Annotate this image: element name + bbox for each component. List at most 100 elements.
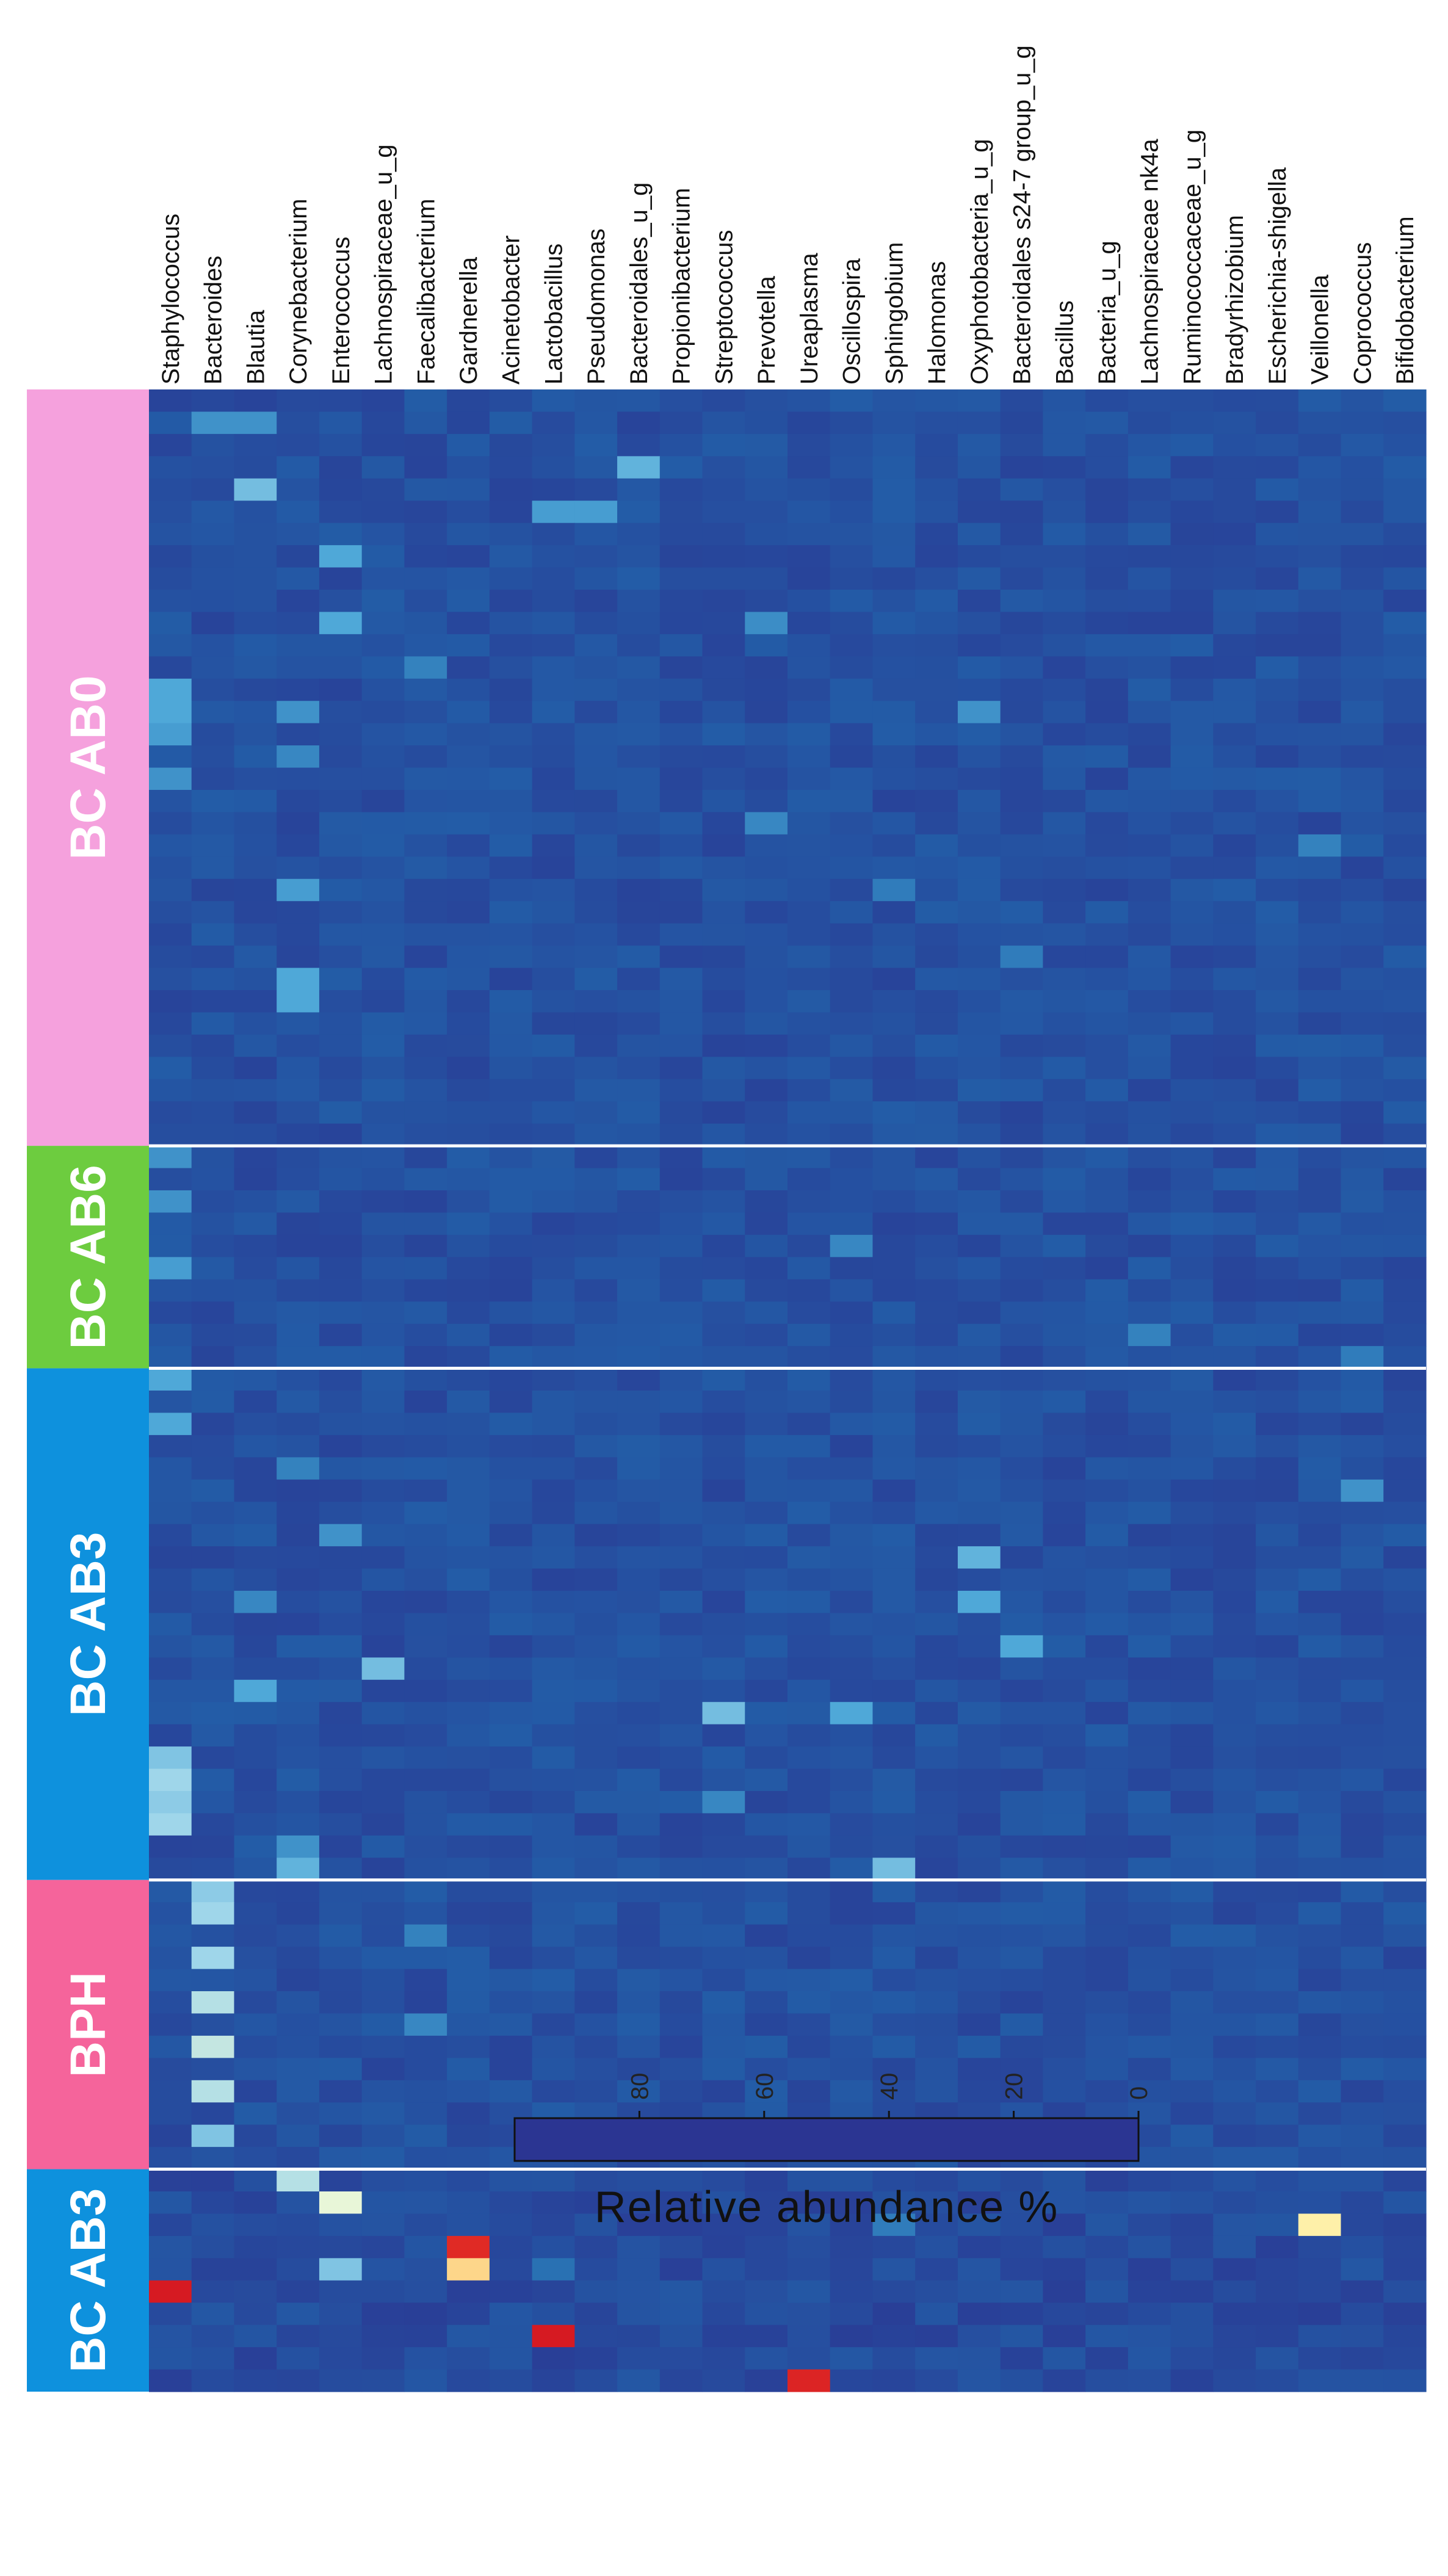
heatmap-cell xyxy=(702,1613,745,1636)
heatmap-cell xyxy=(957,1346,1001,1369)
heatmap-cell xyxy=(872,1591,916,1614)
heatmap-cell xyxy=(1085,1568,1129,1591)
heatmap-cell xyxy=(234,1546,277,1569)
heatmap-cell xyxy=(702,767,745,791)
heatmap-cell xyxy=(659,1435,703,1458)
heatmap-cell xyxy=(1000,946,1043,969)
heatmap-cell xyxy=(361,1479,405,1502)
heatmap-cell xyxy=(957,2035,1001,2058)
heatmap-cell xyxy=(1128,1435,1171,1458)
heatmap-cell xyxy=(957,1435,1001,1458)
taxon-label: Lachnospiraceae_u_g xyxy=(371,144,397,385)
heatmap-cell xyxy=(1298,1880,1342,1903)
heatmap-cell xyxy=(830,1435,874,1458)
heatmap-cell xyxy=(447,2147,490,2170)
heatmap-cell xyxy=(149,2102,192,2126)
heatmap-cell xyxy=(1383,1679,1427,1702)
heatmap-cell xyxy=(1383,2147,1427,2170)
heatmap-cell xyxy=(787,1012,831,1035)
taxon-label: Faecalibacterium xyxy=(413,198,440,385)
heatmap-cell xyxy=(234,1190,277,1214)
heatmap-cell xyxy=(1000,2347,1043,2370)
heatmap-cell xyxy=(234,723,277,746)
heatmap-cell xyxy=(447,2258,490,2281)
heatmap-cell xyxy=(659,1746,703,1770)
colorbar-tick-label: 20 xyxy=(1001,2073,1028,2100)
heatmap-cell xyxy=(191,1123,235,1146)
heatmap-cell xyxy=(532,1057,575,1080)
heatmap-cell xyxy=(277,1835,320,1858)
heatmap-cell xyxy=(1298,1234,1342,1257)
heatmap-cell xyxy=(532,1858,575,1881)
heatmap-cell xyxy=(574,790,618,813)
heatmap-cell xyxy=(1085,901,1129,924)
heatmap-cell xyxy=(277,1079,320,1102)
heatmap-cell xyxy=(489,523,533,546)
heatmap-cell xyxy=(745,2080,788,2103)
heatmap-cell xyxy=(745,590,788,613)
heatmap-cell xyxy=(957,2280,1001,2303)
heatmap-cell xyxy=(1128,723,1171,746)
heatmap-cell xyxy=(830,1635,874,1658)
heatmap-cell xyxy=(1383,1391,1427,1414)
heatmap-cell xyxy=(319,1746,363,1770)
heatmap-cell xyxy=(1085,1813,1129,1836)
heatmap-cell xyxy=(617,545,661,568)
heatmap-cell xyxy=(234,1257,277,1280)
heatmap-cell xyxy=(277,1034,320,1057)
heatmap-cell xyxy=(872,1635,916,1658)
heatmap-cell xyxy=(1000,1858,1043,1881)
heatmap-cell xyxy=(149,790,192,813)
heatmap-cell xyxy=(1128,1591,1171,1614)
heatmap-cell xyxy=(915,1679,958,1702)
heatmap-cell xyxy=(1298,1768,1342,1792)
heatmap-cell xyxy=(1213,478,1256,501)
heatmap-cell xyxy=(787,923,831,946)
heatmap-cell xyxy=(574,1679,618,1702)
heatmap-cell xyxy=(1085,812,1129,835)
heatmap-cell xyxy=(915,1724,958,1747)
heatmap-cell xyxy=(574,545,618,568)
heatmap-cell xyxy=(532,1657,575,1681)
heatmap-cell xyxy=(574,2191,618,2215)
heatmap-cell xyxy=(1298,1524,1342,1547)
heatmap-cell xyxy=(957,1101,1001,1124)
heatmap-cell xyxy=(489,946,533,969)
heatmap-cell xyxy=(234,634,277,657)
heatmap-cell xyxy=(361,2280,405,2303)
heatmap-cell xyxy=(191,2280,235,2303)
heatmap-cell xyxy=(1383,1568,1427,1591)
heatmap-cell xyxy=(1128,1835,1171,1858)
heatmap-cell xyxy=(617,1257,661,1280)
heatmap-cell xyxy=(1383,433,1427,457)
heatmap-cell xyxy=(872,2191,916,2215)
heatmap-cell xyxy=(787,2213,831,2237)
heatmap-cell xyxy=(872,1301,916,1325)
heatmap-cell xyxy=(277,1257,320,1280)
heatmap-cell xyxy=(1000,701,1043,724)
heatmap-cell xyxy=(447,1212,490,1236)
heatmap-cell xyxy=(617,1969,661,1992)
heatmap-cell xyxy=(277,990,320,1013)
heatmap-cell xyxy=(1383,478,1427,501)
heatmap-cell xyxy=(617,834,661,857)
heatmap-cell xyxy=(1341,1146,1384,1169)
heatmap-cell xyxy=(447,1679,490,1702)
heatmap-cell xyxy=(957,656,1001,679)
heatmap-cell xyxy=(872,1924,916,1947)
heatmap-cell xyxy=(830,2213,874,2237)
heatmap-cell xyxy=(1256,1702,1299,1725)
heatmap-cell xyxy=(277,2124,320,2147)
heatmap-cell xyxy=(872,1991,916,2014)
heatmap-cell xyxy=(1213,1969,1256,1992)
heatmap-cell xyxy=(532,1679,575,1702)
heatmap-cell xyxy=(1043,2058,1086,2081)
heatmap-cell xyxy=(277,790,320,813)
heatmap-cell xyxy=(957,1190,1001,1214)
heatmap-cell xyxy=(659,2169,703,2192)
heatmap-cell xyxy=(234,1301,277,1325)
heatmap-cell xyxy=(447,1257,490,1280)
heatmap-cell xyxy=(1000,1368,1043,1391)
heatmap-cell xyxy=(659,1524,703,1547)
heatmap-cell xyxy=(872,946,916,969)
